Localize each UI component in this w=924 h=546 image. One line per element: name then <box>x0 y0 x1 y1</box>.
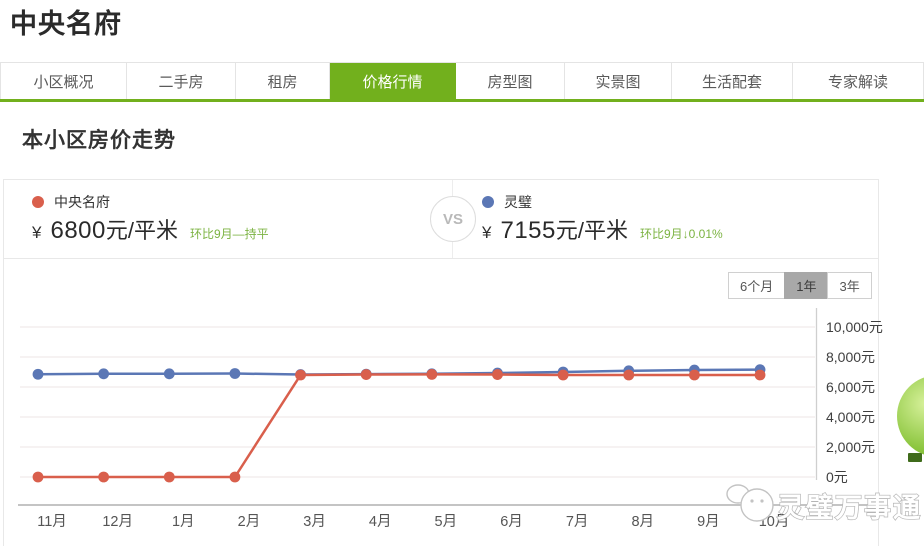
svg-text:6,000元: 6,000元 <box>826 379 875 395</box>
tab-label: 租房 <box>267 73 298 91</box>
svg-text:7月: 7月 <box>566 514 589 530</box>
svg-text:8月: 8月 <box>631 514 654 530</box>
section-title: 本小区房价走势 <box>22 129 176 152</box>
district-name: 灵璧 <box>504 194 532 210</box>
currency-symbol: ¥ <box>482 223 492 242</box>
mom-change-note: 环比9月↓0.01% <box>639 227 723 241</box>
svg-text:9月: 9月 <box>697 514 720 530</box>
watermark-text: 灵璧万事通 <box>777 492 922 523</box>
range-6months-button[interactable]: 6个月 <box>728 272 786 299</box>
svg-text:4,000元: 4,000元 <box>826 409 875 425</box>
content-panel <box>3 179 879 546</box>
price-unit: 元/平米 <box>555 218 628 243</box>
svg-text:1月: 1月 <box>172 514 195 530</box>
tab-amenities[interactable]: 生活配套 <box>672 63 793 99</box>
currency-symbol: ¥ <box>32 223 42 242</box>
range-1year-button[interactable]: 1年 <box>784 272 829 299</box>
tab-label: 价格行情 <box>362 73 423 91</box>
tab-rent[interactable]: 租房 <box>236 63 330 99</box>
svg-text:8,000元: 8,000元 <box>826 349 875 365</box>
svg-text:3月: 3月 <box>303 514 326 530</box>
blue-series-dot-icon <box>482 196 494 208</box>
vs-badge: VS <box>430 196 476 242</box>
svg-text:10,000元: 10,000元 <box>826 319 883 335</box>
tab-label: 房型图 <box>487 73 533 91</box>
compare-left-community: 中央名府 ¥ 6800 元/平米 环比9月—持平 <box>4 180 451 258</box>
floating-widget-base <box>908 453 922 462</box>
tab-label: 小区概况 <box>33 73 94 91</box>
svg-text:11月: 11月 <box>37 514 67 530</box>
range-3years-button[interactable]: 3年 <box>827 272 872 299</box>
price-unit: 元/平米 <box>105 218 178 243</box>
price-trend-chart: 0元 2,000元 4,000元 6,000元 8,000元 10,000元 11月 12月 1… <box>18 308 922 530</box>
svg-text:4月: 4月 <box>369 514 392 530</box>
svg-text:5月: 5月 <box>435 514 458 530</box>
compare-right-district: 灵璧 ¥ 7155 元/平米 环比9月↓0.01% <box>454 180 877 258</box>
district-price: 7155 <box>500 217 556 244</box>
tab-label: 生活配套 <box>701 73 762 91</box>
tab-expert[interactable]: 专家解读 <box>793 63 924 99</box>
community-price: 6800 <box>50 217 106 244</box>
tab-label: 专家解读 <box>827 73 888 91</box>
tab-floor-plan[interactable]: 房型图 <box>456 63 565 99</box>
mom-change-note: 环比9月—持平 <box>189 227 269 241</box>
tab-second-hand[interactable]: 二手房 <box>127 63 236 99</box>
svg-text:12月: 12月 <box>102 514 133 530</box>
tab-price-trend[interactable]: 价格行情 <box>330 63 456 99</box>
tab-photos[interactable]: 实景图 <box>565 63 672 99</box>
tab-label: 实景图 <box>595 73 641 91</box>
tab-bar: 小区概况 二手房 租房 价格行情 房型图 实景图 生活配套 专家解读 <box>0 62 924 102</box>
tab-label: 二手房 <box>158 73 204 91</box>
time-range-selector: 6个月 1年 3年 <box>728 272 872 299</box>
panel-divider <box>3 258 878 259</box>
red-series-dot-icon <box>32 196 44 208</box>
svg-text:0元: 0元 <box>826 469 848 485</box>
page-title: 中央名府 <box>10 9 122 39</box>
tab-overview[interactable]: 小区概况 <box>0 63 127 99</box>
community-name: 中央名府 <box>54 194 110 210</box>
svg-text:2月: 2月 <box>238 514 261 530</box>
svg-text:6月: 6月 <box>500 514 523 530</box>
svg-text:2,000元: 2,000元 <box>826 439 875 455</box>
